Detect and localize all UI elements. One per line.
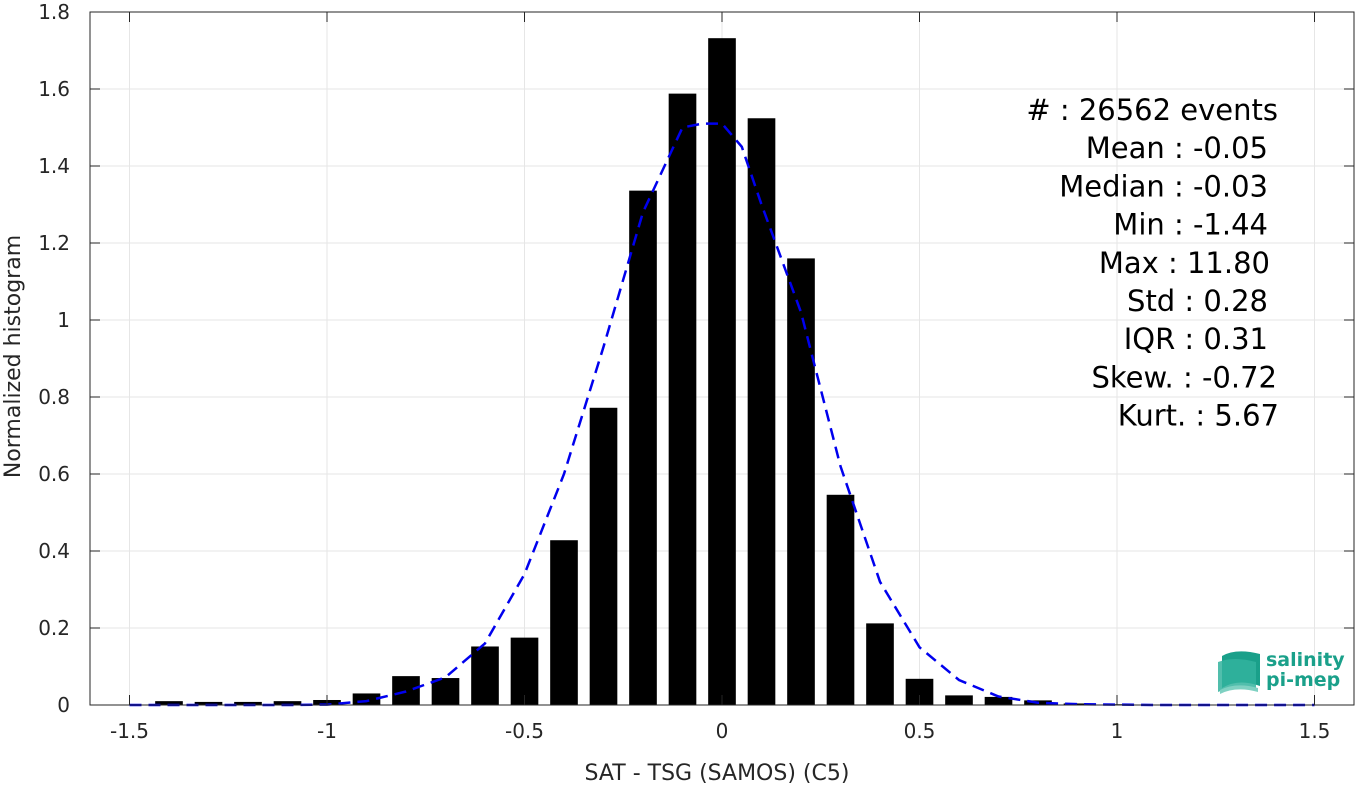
- histogram-bar: [866, 623, 894, 705]
- histogram-bar: [550, 540, 578, 705]
- histogram-bar: [589, 407, 618, 705]
- stat-line: Kurt. : 5.67: [1118, 399, 1279, 433]
- salinity-pi-mep-logo: salinity pi-mep: [1218, 649, 1345, 694]
- y-tick-label: 0.4: [38, 539, 70, 563]
- y-tick-label: 1.2: [38, 231, 70, 255]
- stat-line: Median : -0.03: [1059, 169, 1268, 203]
- histogram-bar: [787, 258, 815, 705]
- y-axis-ticks: 0 0.2 0.4 0.6 0.8 1 1.2 1.4 1.6 1.8: [38, 0, 1354, 717]
- histogram-bar: [668, 93, 697, 706]
- x-tick-label: 1.5: [1299, 719, 1331, 743]
- histogram-bar: [510, 637, 539, 705]
- y-tick-label: 1.4: [38, 154, 70, 178]
- stat-line: Min : -1.44: [1113, 208, 1268, 242]
- y-tick-label: 0.6: [38, 462, 70, 486]
- x-tick-label: -0.5: [505, 719, 544, 743]
- x-tick-label: 1: [1111, 719, 1124, 743]
- fit-curve-group: [129, 122, 1315, 707]
- fit-curve: [129, 122, 1315, 707]
- logo-text-salinity: salinity: [1266, 649, 1345, 671]
- x-axis-label: SAT - TSG (SAMOS) (C5): [585, 761, 850, 785]
- histogram-bar: [629, 190, 657, 705]
- y-tick-label: 0.8: [38, 385, 70, 409]
- y-tick-label: 1.8: [38, 0, 70, 24]
- histogram-bar: [352, 693, 381, 705]
- x-tick-label: 0: [716, 719, 729, 743]
- stat-line: Mean : -0.05: [1086, 131, 1268, 165]
- x-tick-label: -1.5: [110, 719, 149, 743]
- y-tick-label: 0: [57, 693, 70, 717]
- histogram-bar: [826, 494, 855, 705]
- stat-line: IQR : 0.31: [1124, 322, 1268, 356]
- stat-line: Max : 11.80: [1099, 246, 1270, 280]
- histogram-bar: [747, 118, 776, 705]
- histogram-bar: [234, 701, 262, 705]
- stat-line: Skew. : -0.72: [1091, 360, 1277, 394]
- histogram-bar: [1063, 703, 1092, 705]
- histogram-bar: [945, 695, 973, 705]
- y-axis-label: Normalized histogram: [1, 235, 26, 478]
- wave-logo-icon: [1218, 651, 1260, 694]
- histogram-bar: [194, 701, 223, 705]
- histogram-bar: [392, 676, 420, 705]
- y-tick-label: 1: [57, 308, 70, 332]
- x-tick-label: -1: [317, 719, 337, 743]
- histogram-bar: [155, 701, 183, 705]
- logo-text-pi-mep: pi-mep: [1266, 669, 1340, 691]
- histogram-bar: [471, 646, 499, 705]
- x-axis-ticks: -1.5 -1 -0.5 0 0.5 1 1.5: [110, 12, 1330, 743]
- histogram-bars: [155, 38, 1329, 706]
- y-tick-label: 1.6: [38, 77, 70, 101]
- histogram-bar: [431, 678, 460, 705]
- stats-box: # : 26562 events Mean : -0.05 Median : -0.…: [1026, 93, 1279, 433]
- y-tick-label: 0.2: [38, 616, 70, 640]
- histogram-bar: [984, 696, 1013, 705]
- histogram-bar: [273, 701, 302, 705]
- stat-line: # : 26562 events: [1026, 93, 1278, 127]
- x-tick-label: 0.5: [904, 719, 936, 743]
- stat-line: Std : 0.28: [1127, 284, 1268, 318]
- histogram-bar: [708, 38, 736, 706]
